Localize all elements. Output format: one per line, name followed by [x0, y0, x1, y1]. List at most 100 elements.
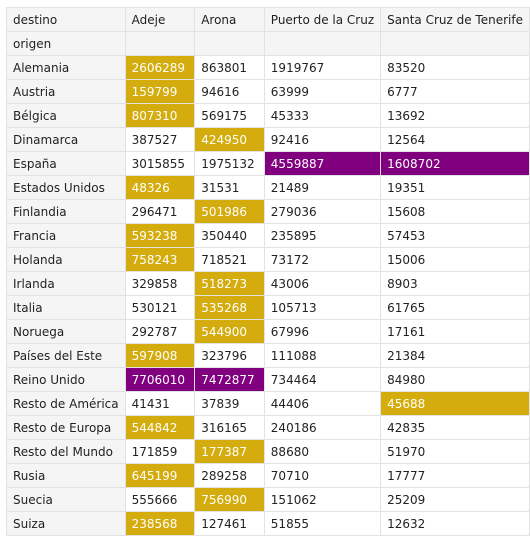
table-cell[interactable]: 73172 [263, 247, 382, 272]
table-cell[interactable]: 13692 [380, 103, 530, 128]
table-cell[interactable]: 593238 [124, 223, 196, 248]
table-cell[interactable]: 807310 [124, 103, 196, 128]
row-header: Francia [6, 223, 126, 248]
table-cell[interactable]: 45333 [263, 103, 382, 128]
table-cell[interactable]: 2606289 [124, 55, 196, 80]
table-cell[interactable]: 41431 [124, 391, 196, 416]
table-cell[interactable]: 501986 [194, 199, 265, 224]
table-cell[interactable]: 535268 [194, 295, 265, 320]
table-cell[interactable]: 544842 [124, 415, 196, 440]
table-cell[interactable]: 387527 [124, 127, 196, 152]
row-header: España [6, 151, 126, 176]
table-cell[interactable]: 21384 [380, 343, 530, 368]
row-header: Finlandia [6, 199, 126, 224]
table-cell[interactable]: 127461 [194, 511, 265, 536]
column-header[interactable]: Santa Cruz de Tenerife [380, 7, 530, 32]
table-cell[interactable]: 44406 [263, 391, 382, 416]
table-cell[interactable]: 7472877 [194, 367, 265, 392]
table-cell[interactable]: 289258 [194, 463, 265, 488]
table-cell[interactable]: 863801 [194, 55, 265, 80]
table-cell[interactable]: 43006 [263, 271, 382, 296]
corner-rows-label: origen [6, 31, 126, 56]
table-cell[interactable]: 6777 [380, 79, 530, 104]
table-cell[interactable]: 94616 [194, 79, 265, 104]
table-row: Alemania 2606289 863801 1919767 83520 [6, 55, 530, 80]
table-cell[interactable]: 84980 [380, 367, 530, 392]
row-header: Dinamarca [6, 127, 126, 152]
row-header: Resto de América [6, 391, 126, 416]
table-cell[interactable]: 63999 [263, 79, 382, 104]
table-cell[interactable]: 3015855 [124, 151, 196, 176]
table-cell[interactable]: 1608702 [380, 151, 530, 176]
table-cell[interactable]: 151062 [263, 487, 382, 512]
table-cell[interactable]: 1975132 [194, 151, 265, 176]
table-cell[interactable]: 597908 [124, 343, 196, 368]
table-body: destino Adeje Arona Puerto de la Cruz Sa… [6, 7, 530, 536]
table-row: Dinamarca 387527 424950 92416 12564 [6, 127, 530, 152]
table-cell[interactable]: 7706010 [124, 367, 196, 392]
table-cell[interactable]: 1919767 [263, 55, 382, 80]
table-cell[interactable]: 758243 [124, 247, 196, 272]
table-cell[interactable]: 530121 [124, 295, 196, 320]
table-cell[interactable]: 21489 [263, 175, 382, 200]
table-row: Países del Este 597908 323796 111088 21384 [6, 343, 530, 368]
table-cell[interactable]: 569175 [194, 103, 265, 128]
table-cell[interactable]: 31531 [194, 175, 265, 200]
table-cell[interactable]: 177387 [194, 439, 265, 464]
table-cell[interactable]: 17161 [380, 319, 530, 344]
table-cell[interactable]: 240186 [263, 415, 382, 440]
table-cell[interactable]: 756990 [194, 487, 265, 512]
table-cell[interactable]: 51970 [380, 439, 530, 464]
table-cell[interactable]: 48326 [124, 175, 196, 200]
table-cell[interactable]: 92416 [263, 127, 382, 152]
table-cell[interactable]: 15006 [380, 247, 530, 272]
table-row: Irlanda 329858 518273 43006 8903 [6, 271, 530, 296]
table-cell[interactable]: 70710 [263, 463, 382, 488]
table-cell[interactable]: 518273 [194, 271, 265, 296]
column-header[interactable]: Puerto de la Cruz [263, 7, 382, 32]
table-cell[interactable]: 555666 [124, 487, 196, 512]
table-cell[interactable]: 19351 [380, 175, 530, 200]
table-cell[interactable]: 45688 [380, 391, 530, 416]
table-cell[interactable]: 544900 [194, 319, 265, 344]
table-cell[interactable]: 17777 [380, 463, 530, 488]
table-cell[interactable]: 159799 [124, 79, 196, 104]
table-cell[interactable]: 25209 [380, 487, 530, 512]
table-cell[interactable]: 88680 [263, 439, 382, 464]
table-row: Resto del Mundo 171859 177387 88680 51970 [6, 439, 530, 464]
table-cell[interactable]: 42835 [380, 415, 530, 440]
column-header[interactable]: Arona [194, 7, 265, 32]
table-cell[interactable]: 51855 [263, 511, 382, 536]
table-cell[interactable]: 171859 [124, 439, 196, 464]
row-header: Suecia [6, 487, 126, 512]
table-cell[interactable]: 424950 [194, 127, 265, 152]
table-cell[interactable]: 57453 [380, 223, 530, 248]
table-cell[interactable]: 329858 [124, 271, 196, 296]
table-cell[interactable]: 111088 [263, 343, 382, 368]
table-cell[interactable]: 323796 [194, 343, 265, 368]
table-cell[interactable]: 279036 [263, 199, 382, 224]
table-cell[interactable]: 15608 [380, 199, 530, 224]
column-header[interactable]: Adeje [124, 7, 196, 32]
table-cell[interactable]: 4559887 [263, 151, 382, 176]
table-row: Reino Unido 7706010 7472877 734464 84980 [6, 367, 530, 392]
table-cell[interactable]: 645199 [124, 463, 196, 488]
table-cell[interactable]: 12632 [380, 511, 530, 536]
table-cell[interactable]: 83520 [380, 55, 530, 80]
table-row: Resto de Europa 544842 316165 240186 42835 [6, 415, 530, 440]
table-cell[interactable]: 718521 [194, 247, 265, 272]
table-cell[interactable]: 61765 [380, 295, 530, 320]
table-cell[interactable]: 734464 [263, 367, 382, 392]
table-cell[interactable]: 296471 [124, 199, 196, 224]
table-cell[interactable]: 67996 [263, 319, 382, 344]
table-cell[interactable]: 12564 [380, 127, 530, 152]
empty-header-cell [263, 31, 382, 56]
table-cell[interactable]: 316165 [194, 415, 265, 440]
table-cell[interactable]: 350440 [194, 223, 265, 248]
table-cell[interactable]: 8903 [380, 271, 530, 296]
table-cell[interactable]: 105713 [263, 295, 382, 320]
table-cell[interactable]: 37839 [194, 391, 265, 416]
table-cell[interactable]: 292787 [124, 319, 196, 344]
table-cell[interactable]: 238568 [124, 511, 196, 536]
table-cell[interactable]: 235895 [263, 223, 382, 248]
